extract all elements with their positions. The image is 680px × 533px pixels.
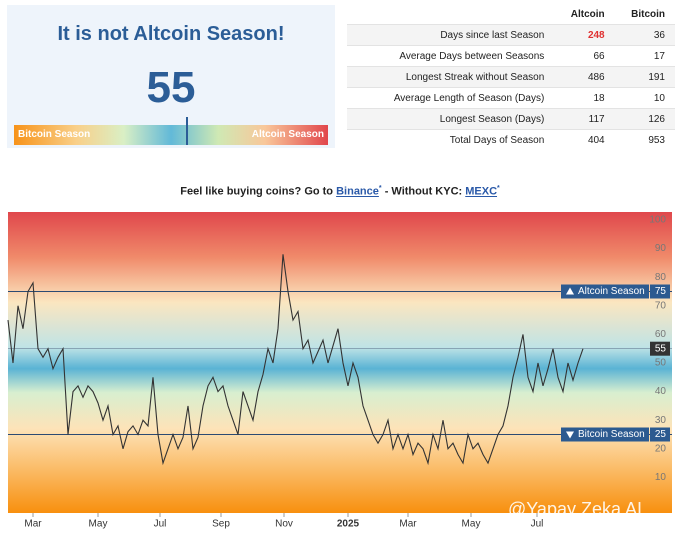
- mexc-link[interactable]: MEXC: [465, 185, 498, 198]
- promo-text: - Without KYC:: [384, 185, 463, 198]
- x-tick-label: Mar: [24, 519, 42, 530]
- cell-value: 66: [554, 45, 615, 67]
- y-tick-label: 20: [655, 443, 667, 454]
- row-label: Average Length of Season (Days): [347, 87, 555, 109]
- gauge-title: It is not Altcoin Season!: [57, 23, 285, 45]
- x-tick-label: Sep: [212, 519, 230, 530]
- row-label: Days since last Season: [347, 24, 555, 46]
- reference-arrow: [566, 287, 574, 295]
- season-gauge: It is not Altcoin Season! 55 Bitcoin Sea…: [7, 5, 335, 148]
- plot-background: [8, 212, 672, 513]
- column-header: Altcoin: [570, 9, 605, 20]
- cell-value: 10: [614, 87, 675, 109]
- table-row: Average Days between Seasons 66 17: [347, 45, 675, 67]
- reference-value: 25: [655, 429, 667, 440]
- reference-arrow: [566, 431, 574, 439]
- y-tick-label: 60: [655, 329, 667, 340]
- y-tick-label: 50: [655, 358, 667, 369]
- y-tick-label: 40: [655, 386, 667, 397]
- reference-value-box: [650, 427, 670, 442]
- link-mark: *: [497, 185, 500, 192]
- current-value: 55: [655, 343, 667, 354]
- reference-label: Bitcoin Season: [578, 429, 645, 440]
- column-header: Bitcoin: [631, 9, 665, 20]
- cell-value: 126: [614, 108, 675, 130]
- reference-label-box: [561, 427, 649, 442]
- table-row: Average Length of Season (Days) 18 10: [347, 87, 675, 109]
- cell-value: 36: [614, 24, 675, 46]
- binance-link[interactable]: Binance: [336, 185, 379, 198]
- link-mark: *: [378, 185, 382, 192]
- table-row: Longest Season (Days) 117 126: [347, 108, 675, 130]
- table-row: Longest Streak without Season 486 191: [347, 66, 675, 88]
- gauge-bar: Bitcoin Season Altcoin Season: [14, 117, 328, 145]
- reference-value: 75: [655, 286, 667, 297]
- x-tick-label: May: [89, 519, 108, 530]
- row-label: Longest Season (Days): [347, 108, 555, 130]
- cell-value: 17: [614, 45, 675, 67]
- cell-value: 117: [554, 108, 615, 130]
- cell-value: 248: [554, 24, 615, 46]
- x-tick-label: Jul: [531, 519, 544, 530]
- series-line: [7, 254, 584, 466]
- watermark: @Yapay Zeka AI: [508, 499, 642, 519]
- gauge-left-label: Bitcoin Season: [18, 129, 91, 140]
- x-tick-label: May: [462, 519, 481, 530]
- gauge-value: 55: [146, 63, 196, 112]
- header-row: Altcoin Bitcoin: [347, 5, 675, 25]
- promo-text: Feel like buying coins? Go to: [180, 185, 334, 198]
- cell-value: 953: [614, 129, 675, 150]
- cell-value: 18: [554, 87, 615, 109]
- reference-value-box: [650, 284, 670, 299]
- row-label: Total Days of Season: [347, 129, 555, 150]
- y-tick-label: 90: [655, 243, 667, 254]
- y-tick-label: 80: [655, 272, 667, 283]
- table-row: Total Days of Season 404 953: [347, 129, 675, 150]
- x-tick-label: Jul: [154, 519, 167, 530]
- y-tick-label: 30: [655, 415, 667, 426]
- row-label: Longest Streak without Season: [347, 66, 555, 88]
- row-label: Average Days between Seasons: [347, 45, 555, 67]
- reference-label-box: [561, 284, 649, 299]
- gauge-pointer: [185, 117, 188, 145]
- stats-table: Altcoin Bitcoin Days since last Season 248 3…: [347, 5, 675, 150]
- promo-line: Feel like buying coins? Go to Binance* -…: [0, 185, 680, 198]
- current-value-box: [650, 341, 670, 356]
- cell-value: 191: [614, 66, 675, 88]
- y-tick-label: 10: [655, 472, 667, 483]
- cell-value: 486: [554, 66, 615, 88]
- x-tick-label: Mar: [399, 519, 417, 530]
- reference-label: Altcoin Season: [578, 286, 645, 297]
- y-tick-label: 100: [649, 215, 666, 226]
- table-row: Days since last Season 248 36: [347, 24, 675, 46]
- gauge-right-label: Altcoin Season: [251, 129, 324, 140]
- x-tick-label: 2025: [337, 519, 360, 530]
- cell-value: 404: [554, 129, 615, 150]
- x-tick-label: Nov: [275, 519, 293, 530]
- y-tick-label: 70: [655, 300, 667, 311]
